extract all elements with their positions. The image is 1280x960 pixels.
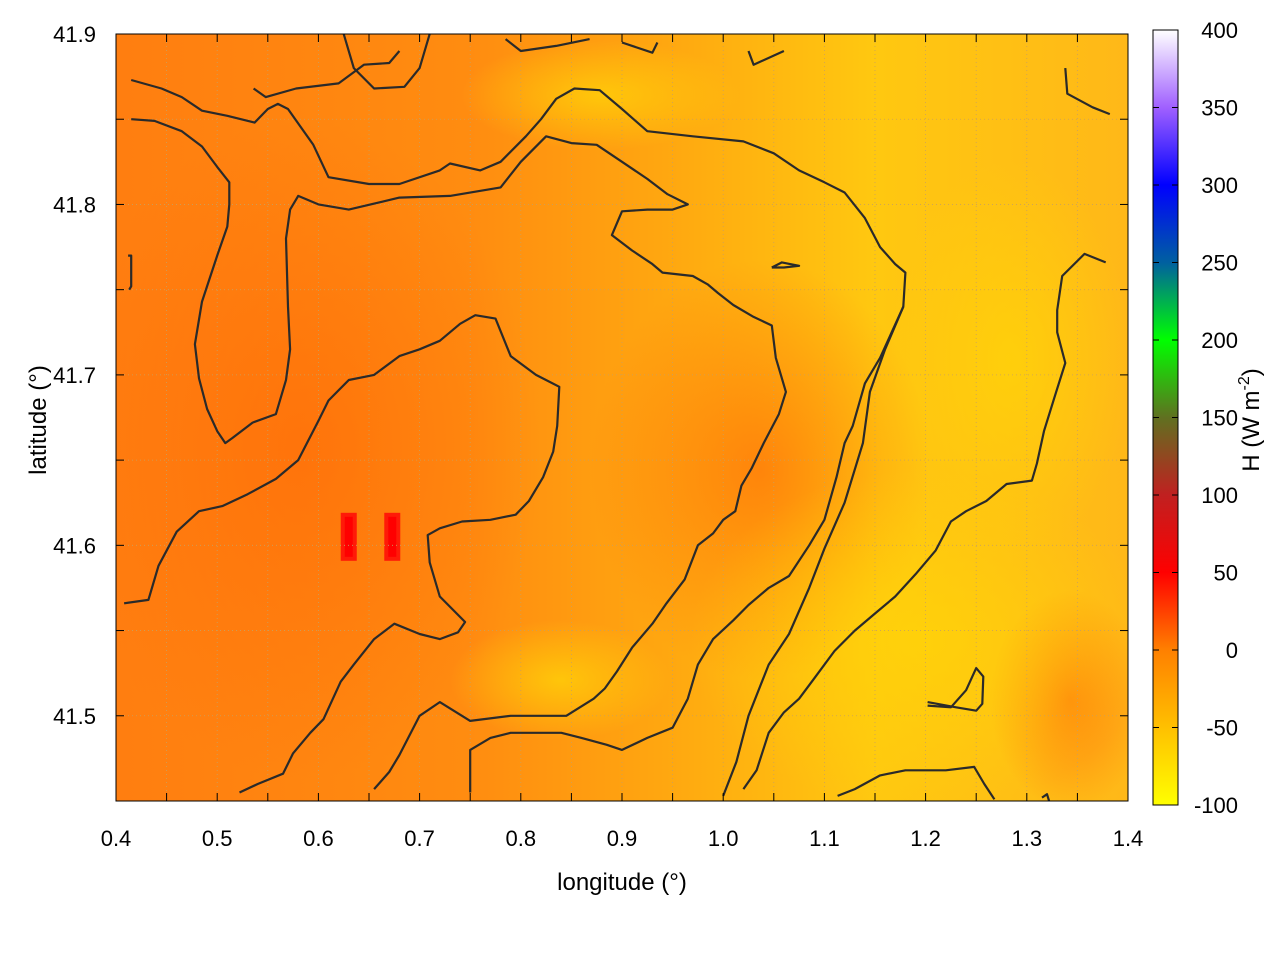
contour-line [504,38,590,53]
contour-line [342,34,431,90]
cool-region [890,160,1128,560]
x-tick-label: 1.3 [1012,826,1043,851]
x-tick-label: 1.0 [708,826,739,851]
hotspot-core [344,516,353,557]
contour-line [128,254,133,291]
contour-line [747,49,785,66]
contour-line [123,314,561,794]
x-tick-label: 1.1 [809,826,840,851]
contour-line [837,765,996,800]
colorbar-tick-label: 0 [1226,638,1238,663]
colorbar-label-end: ) [1238,368,1265,376]
colorbar-label-sup: -2 [1236,376,1253,390]
colorbar-tick-label: 150 [1201,406,1238,431]
contour-line [621,41,659,54]
contour-line [1064,68,1111,116]
y-tick-label: 41.7 [53,363,96,388]
contour-line [771,261,801,269]
x-tick-label: 1.4 [1113,826,1144,851]
hotspot-group [340,512,401,561]
contour-line [252,50,401,99]
colorbar-tick-label: 350 [1201,96,1238,121]
cool-region [460,40,740,150]
x-axis-label: longitude (°) [557,869,687,896]
colorbar-tick-label: 400 [1201,18,1238,43]
contour-line [131,118,788,790]
x-tick-label: 0.6 [303,826,334,851]
x-tick-label: 0.4 [101,826,132,851]
colorbar-tick-label: 100 [1201,483,1238,508]
colorbar-tick-label: -100 [1194,793,1238,818]
contour-line [130,78,907,797]
colorbar-tick-label: 250 [1201,251,1238,276]
y-tick-label: 41.5 [53,704,96,729]
colorbar-label-base: H (W m [1238,390,1265,471]
contour-line [1041,793,1051,801]
warm-region [116,120,540,780]
cool-region [450,620,670,740]
colorbar-tick-label: 50 [1214,561,1238,586]
x-tick-label: 0.7 [404,826,435,851]
y-tick-label: 41.9 [53,22,96,47]
y-axis-label: latitude (°) [25,365,52,475]
y-tick-label: 41.6 [53,533,96,558]
colorbar-label: H (W m-2) [1236,368,1265,472]
colorbar-ticks: -100 -50 0 50 100 150 200 250 300 350 400 [1153,18,1238,818]
hotspot-core [388,516,397,557]
x-tick-label: 0.8 [506,826,537,851]
contour-line [742,252,1107,790]
x-tick-label: 1.2 [910,826,941,851]
contour-lines [123,34,1111,801]
contour-line [927,666,985,712]
x-tick-label: 0.9 [607,826,638,851]
x-axis-ticks: 0.4 0.5 0.6 0.7 0.8 0.9 1.0 1.1 1.2 1.3 1.4 [101,34,1144,851]
colorbar-tick-label: -50 [1206,716,1238,741]
y-tick-label: 41.8 [53,192,96,217]
y-axis-ticks: 41.5 41.6 41.7 41.8 41.9 [53,22,1128,802]
x-tick-label: 0.5 [202,826,233,851]
colorbar-tick-label: 300 [1201,173,1238,198]
contour-line [469,306,905,793]
colorbar: -100 -50 0 50 100 150 200 250 300 350 400 H (W m-2… [1152,18,1265,818]
colorbar-tick-label: 200 [1201,328,1238,353]
